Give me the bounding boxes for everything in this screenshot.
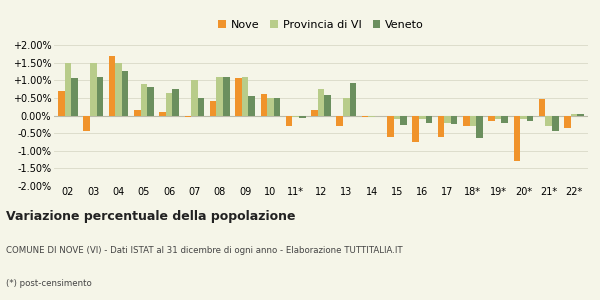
Bar xyxy=(545,116,552,126)
Bar xyxy=(470,116,476,126)
Bar xyxy=(58,91,65,116)
Bar xyxy=(185,116,191,117)
Bar xyxy=(476,116,483,138)
Bar xyxy=(527,116,533,121)
Bar xyxy=(71,79,78,116)
Bar xyxy=(166,93,172,116)
Bar xyxy=(242,77,248,116)
Bar xyxy=(122,71,128,116)
Bar xyxy=(292,116,299,117)
Bar xyxy=(97,77,103,116)
Bar xyxy=(198,98,205,116)
Bar xyxy=(286,116,292,126)
Bar xyxy=(463,116,470,126)
Bar xyxy=(337,116,343,126)
Bar xyxy=(115,63,122,116)
Bar xyxy=(235,79,242,116)
Bar xyxy=(437,116,444,137)
Bar xyxy=(274,98,280,116)
Text: Variazione percentuale della popolazione: Variazione percentuale della popolazione xyxy=(6,210,296,223)
Bar xyxy=(267,98,274,116)
Bar xyxy=(444,116,451,122)
Bar xyxy=(248,96,255,116)
Bar xyxy=(140,85,147,116)
Bar xyxy=(147,87,154,116)
Bar xyxy=(488,116,495,121)
Bar xyxy=(299,116,305,118)
Bar xyxy=(65,63,71,116)
Bar xyxy=(552,116,559,131)
Bar xyxy=(343,98,350,116)
Bar xyxy=(425,116,432,122)
Bar xyxy=(539,99,545,116)
Bar xyxy=(451,116,457,124)
Bar xyxy=(571,114,577,116)
Bar xyxy=(564,116,571,128)
Text: COMUNE DI NOVE (VI) - Dati ISTAT al 31 dicembre di ogni anno - Elaborazione TUTT: COMUNE DI NOVE (VI) - Dati ISTAT al 31 d… xyxy=(6,246,403,255)
Bar xyxy=(191,80,198,116)
Bar xyxy=(210,101,217,116)
Bar xyxy=(419,116,425,119)
Bar xyxy=(318,89,324,116)
Bar xyxy=(520,116,527,119)
Bar xyxy=(514,116,520,161)
Bar xyxy=(260,94,267,116)
Bar xyxy=(90,63,97,116)
Bar xyxy=(172,89,179,116)
Bar xyxy=(577,114,584,116)
Text: (*) post-censimento: (*) post-censimento xyxy=(6,279,92,288)
Bar xyxy=(134,110,140,116)
Bar xyxy=(324,95,331,116)
Bar xyxy=(159,112,166,116)
Bar xyxy=(400,116,407,125)
Bar xyxy=(350,83,356,116)
Bar xyxy=(495,116,502,119)
Bar xyxy=(217,77,223,116)
Bar xyxy=(368,116,375,117)
Bar xyxy=(223,77,230,116)
Bar xyxy=(109,56,115,116)
Bar xyxy=(362,116,368,117)
Bar xyxy=(412,116,419,142)
Bar xyxy=(387,116,394,137)
Bar xyxy=(311,110,318,116)
Legend: Nove, Provincia di VI, Veneto: Nove, Provincia di VI, Veneto xyxy=(218,20,424,30)
Bar xyxy=(394,116,400,119)
Bar xyxy=(502,116,508,122)
Bar xyxy=(83,116,90,131)
